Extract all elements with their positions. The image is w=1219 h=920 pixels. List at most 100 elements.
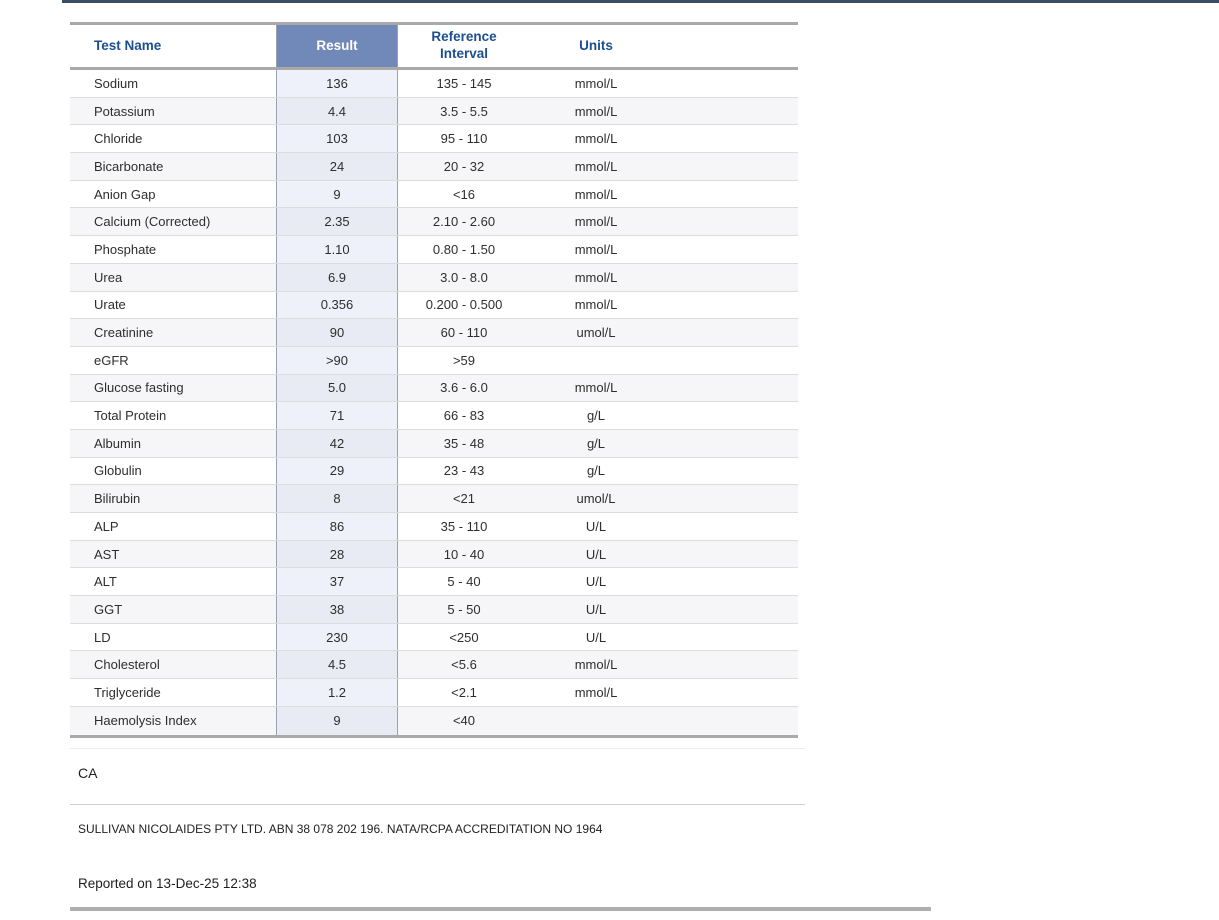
column-header-reference-interval-label: Reference Interval (431, 29, 497, 61)
filler-cell (662, 347, 798, 374)
table-row: Phosphate 1.10 0.80 - 1.50 mmol/L (70, 236, 798, 264)
units-cell: umol/L (576, 491, 616, 507)
result-cell: 42 (276, 429, 398, 457)
table-row: Total Protein 71 66 - 83 g/L (70, 402, 798, 430)
reference-interval-cell: <2.1 (451, 684, 477, 700)
result-cell: 230 (276, 623, 398, 651)
table-body: Sodium 136 135 - 145 mmol/L Potassium 4.… (70, 70, 798, 738)
table-row: Calcium (Corrected) 2.35 2.10 - 2.60 mmo… (70, 208, 798, 237)
units-cell: mmol/L (574, 158, 618, 174)
filler-cell (662, 679, 798, 706)
test-name-cell: GGT (94, 601, 123, 617)
result-cell: 0.356 (276, 291, 398, 319)
test-name-cell: ALP (94, 518, 119, 534)
test-name-cell: Cholesterol (94, 657, 160, 673)
table-row: Cholesterol 4.5 <5.6 mmol/L (70, 651, 798, 680)
units-cell: U/L (585, 518, 607, 534)
reference-interval-cell: 10 - 40 (443, 546, 485, 562)
units-cell: g/L (586, 408, 606, 424)
table-header-row: Test Name Result Reference Interval Unit… (70, 22, 798, 70)
reference-interval-cell: 2.10 - 2.60 (432, 214, 496, 230)
reference-interval-cell: 5 - 40 (447, 574, 481, 590)
units-cell (530, 707, 662, 735)
column-header-reference-interval: Reference Interval (398, 25, 530, 67)
table-bottom-hairline (70, 748, 805, 749)
test-name-cell: Potassium (94, 103, 155, 119)
table-row: Albumin 42 35 - 48 g/L (70, 429, 798, 458)
table-row: Bilirubin 8 <21 umol/L (70, 485, 798, 513)
reference-interval-cell: 3.0 - 8.0 (440, 269, 488, 285)
result-cell: 6.9 (276, 263, 398, 291)
units-cell: U/L (585, 546, 607, 562)
result-cell: 28 (276, 540, 398, 568)
table-row: eGFR >90 >59 (70, 346, 798, 375)
filler-cell (662, 208, 798, 235)
filler-cell (662, 375, 798, 402)
units-cell: mmol/L (574, 684, 618, 700)
test-name-cell: eGFR (94, 352, 129, 368)
table-row: Anion Gap 9 <16 mmol/L (70, 180, 798, 209)
table-row: Haemolysis Index 9 <40 (70, 706, 798, 735)
filler-cell (662, 70, 798, 97)
result-cell: 2.35 (276, 208, 398, 236)
reference-interval-cell: 66 - 83 (443, 408, 485, 424)
table-row: ALT 37 5 - 40 U/L (70, 568, 798, 597)
units-cell: mmol/L (574, 103, 618, 119)
test-name-cell: Creatinine (94, 325, 154, 341)
result-cell: >90 (276, 346, 398, 374)
units-cell: umol/L (576, 325, 616, 341)
result-cell: 5.0 (276, 374, 398, 402)
column-header-filler (662, 25, 798, 67)
reference-interval-cell: 135 - 145 (436, 75, 492, 91)
units-cell: mmol/L (574, 380, 618, 396)
test-name-cell: Chloride (94, 131, 143, 147)
filler-cell (662, 651, 798, 678)
table-row: ALP 86 35 - 110 U/L (70, 513, 798, 541)
filler-cell (662, 236, 798, 263)
result-cell: 103 (276, 125, 398, 153)
table-row: Sodium 136 135 - 145 mmol/L (70, 70, 798, 98)
table-row: Urate 0.356 0.200 - 0.500 mmol/L (70, 291, 798, 320)
filler-cell (662, 568, 798, 595)
footer-note: CA (78, 765, 98, 781)
result-cell: 8 (276, 485, 398, 512)
units-cell: mmol/L (574, 131, 618, 147)
result-cell: 4.4 (276, 97, 398, 125)
filler-cell (662, 485, 798, 512)
reference-interval-cell: 3.6 - 6.0 (440, 380, 488, 396)
test-name-cell: Triglyceride (94, 684, 161, 700)
filler-cell (662, 98, 798, 125)
filler-cell (662, 181, 798, 208)
units-cell (530, 347, 662, 374)
reference-interval-cell: 3.5 - 5.5 (440, 103, 488, 119)
column-header-test-name: Test Name (94, 37, 162, 53)
test-name-cell: Globulin (94, 463, 142, 479)
lab-accreditation-text: SULLIVAN NICOLAIDES PTY LTD. ABN 38 078 … (78, 822, 603, 836)
units-cell: mmol/L (574, 269, 618, 285)
reported-timestamp: Reported on 13-Dec-25 12:38 (78, 876, 257, 891)
units-cell: U/L (585, 629, 607, 645)
filler-cell (662, 458, 798, 485)
table-row: Glucose fasting 5.0 3.6 - 6.0 mmol/L (70, 374, 798, 403)
units-cell: mmol/L (574, 297, 618, 313)
filler-cell (662, 624, 798, 651)
table-row: Bicarbonate 24 20 - 32 mmol/L (70, 153, 798, 181)
result-cell: 4.5 (276, 651, 398, 679)
column-header-units: Units (579, 37, 613, 53)
filler-cell (662, 402, 798, 429)
top-rule (62, 0, 1219, 3)
filler-cell (662, 707, 798, 735)
test-name-cell: Glucose fasting (94, 380, 184, 396)
result-cell: 71 (276, 402, 398, 429)
filler-cell (662, 596, 798, 623)
result-cell: 24 (276, 153, 398, 180)
test-name-cell: LD (94, 629, 111, 645)
result-cell: 90 (276, 319, 398, 346)
result-cell: 1.10 (276, 236, 398, 263)
test-name-cell: AST (94, 546, 120, 562)
column-header-result: Result (276, 25, 398, 67)
reference-interval-cell: 0.200 - 0.500 (425, 297, 503, 313)
result-cell: 1.2 (276, 679, 398, 706)
test-name-cell: Bilirubin (94, 491, 141, 507)
